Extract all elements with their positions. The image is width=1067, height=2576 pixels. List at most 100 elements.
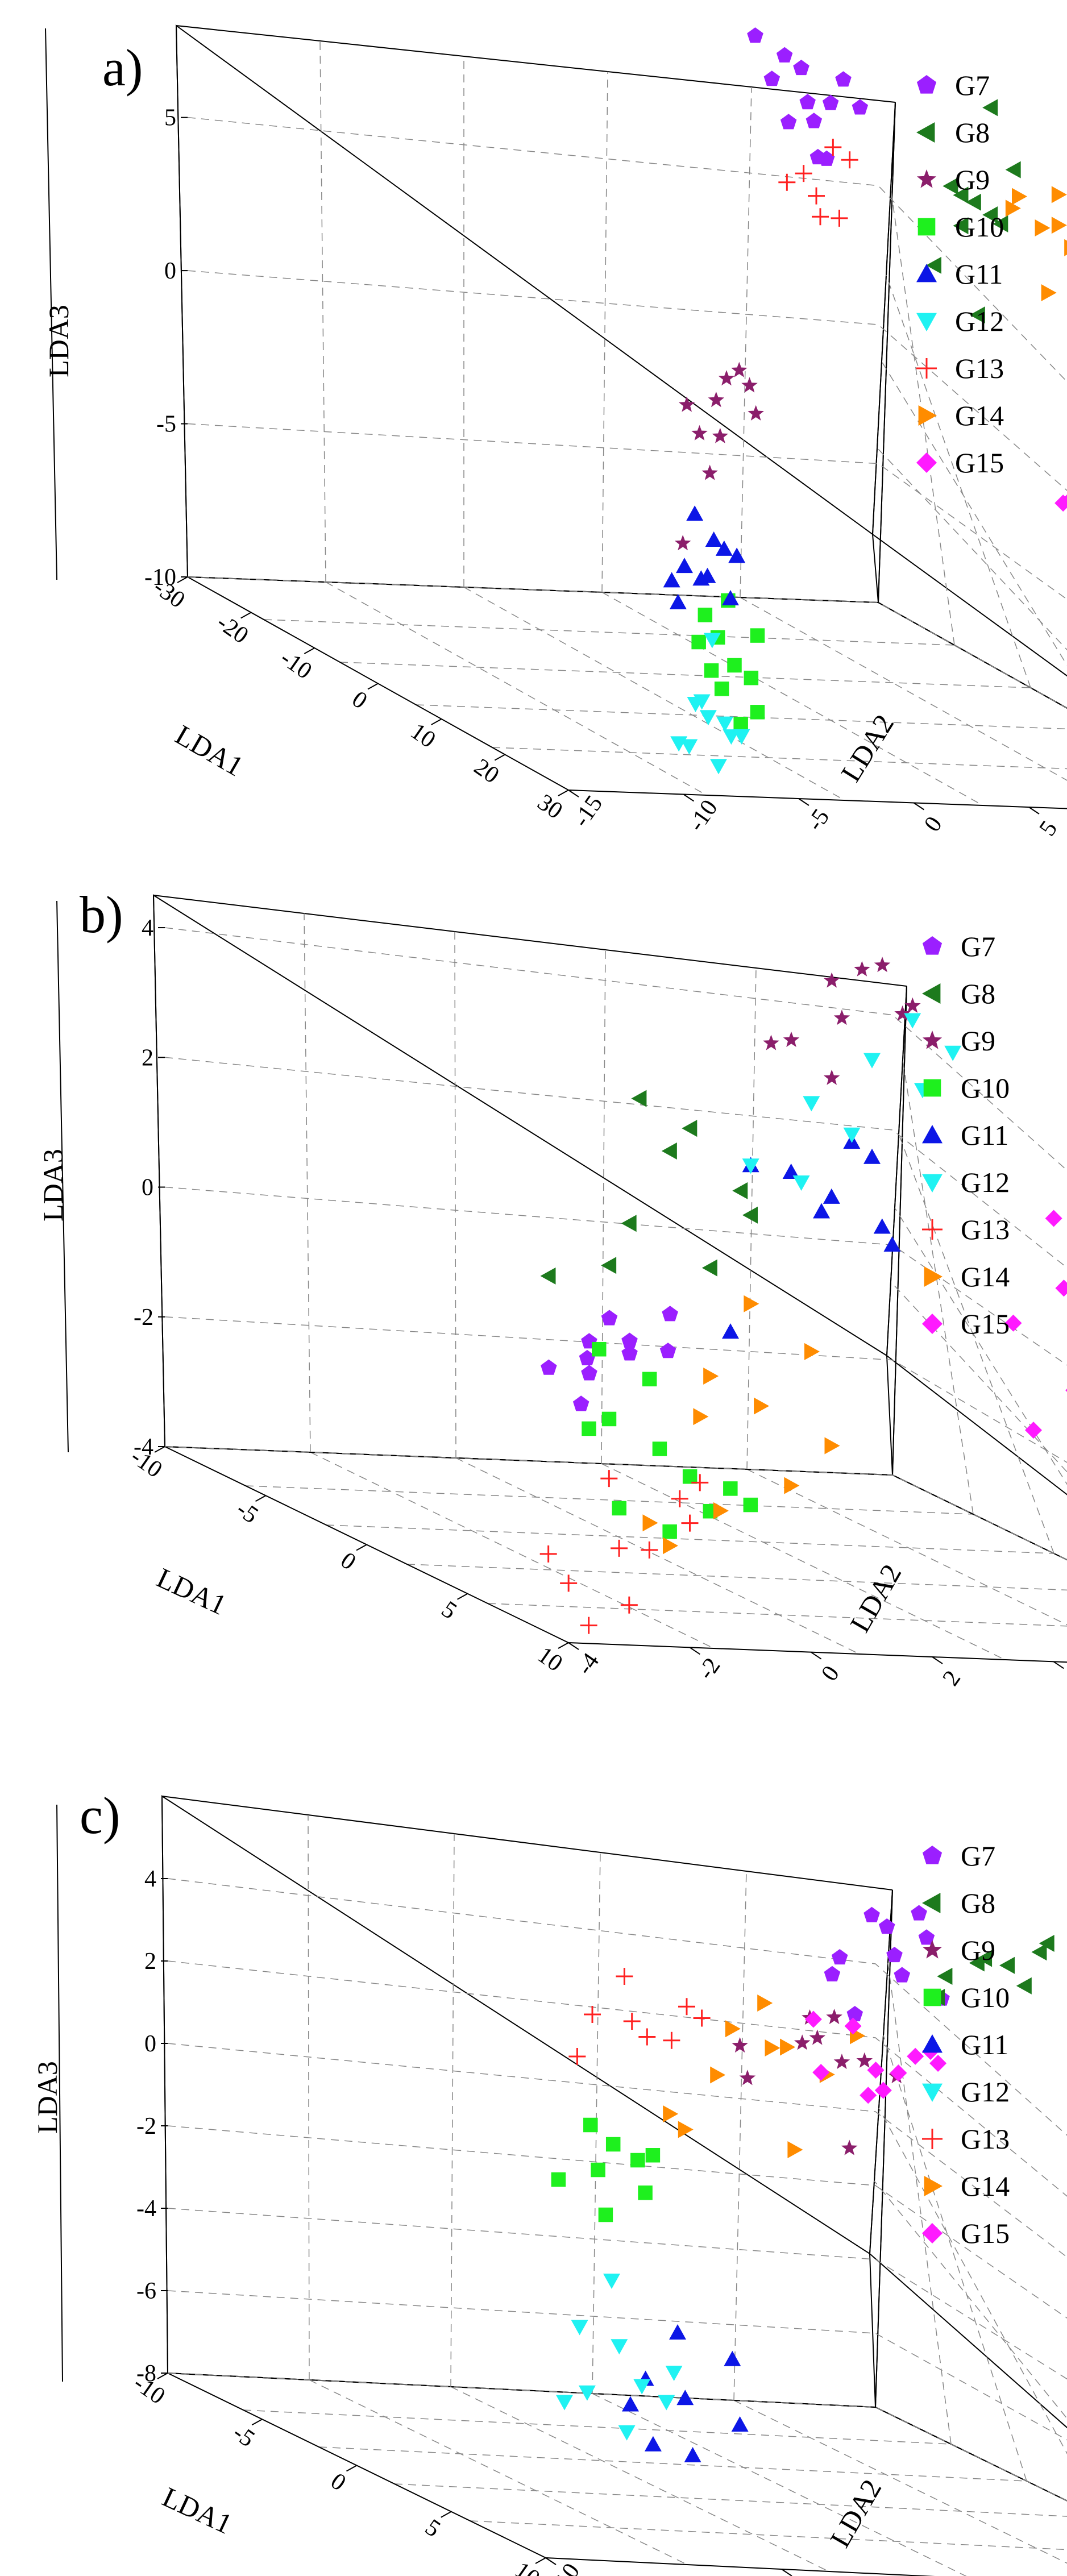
series-G10	[582, 1341, 758, 1539]
back-edge	[176, 25, 188, 577]
data-point	[823, 972, 840, 988]
data-point	[806, 113, 823, 128]
wall-gridline	[890, 1281, 1067, 1473]
y-tick	[781, 2569, 792, 2576]
data-point	[1045, 1210, 1062, 1227]
data-point	[723, 1481, 738, 1496]
wall-gridline	[877, 447, 1067, 651]
data-point	[883, 1236, 901, 1252]
legend-marker	[922, 1125, 943, 1144]
data-point	[733, 716, 748, 732]
data-point	[732, 2037, 748, 2053]
data-point	[645, 2148, 661, 2163]
data-point	[854, 961, 870, 977]
y-tick	[1028, 807, 1040, 815]
data-point	[904, 997, 921, 1013]
data-point	[581, 1365, 597, 1381]
data-point	[616, 1968, 633, 1985]
series-G8	[926, 99, 1021, 324]
wall-gridline	[164, 1446, 1067, 1561]
back-edge	[161, 1796, 168, 2374]
legend-marker	[916, 169, 937, 188]
data-point	[867, 2062, 885, 2079]
z-tick-label: -2	[136, 2113, 156, 2139]
y-tick	[545, 2557, 557, 2565]
data-point	[605, 2137, 621, 2152]
x-tick	[154, 1446, 165, 1453]
wall-gridline	[187, 117, 1067, 383]
legend-marker	[922, 1940, 943, 1959]
data-point	[804, 1343, 820, 1360]
wall-gridline	[740, 86, 752, 598]
floor-gridline	[310, 1452, 715, 1649]
floor-outline	[167, 2373, 1067, 2576]
x-tick-label: 30	[533, 789, 567, 824]
floor-gridline	[733, 2400, 1067, 2564]
data-point	[937, 1968, 953, 1985]
floor-gridline	[394, 2483, 1067, 2517]
data-point	[809, 2029, 826, 2045]
data-point	[890, 2064, 907, 2081]
legend-marker	[922, 1219, 943, 1240]
data-point	[812, 208, 829, 226]
data-point	[809, 148, 827, 165]
data-point	[703, 633, 721, 649]
z-tick-label: -10	[144, 564, 176, 591]
z-tick-label: -5	[156, 412, 176, 438]
legend-label: G8	[961, 978, 995, 1009]
corner-edge	[878, 102, 896, 603]
data-point	[831, 209, 848, 227]
chart-panel-3: -8-6-4-2024-10-50510-10-505LDA3LDA1LDA2c…	[31, 1786, 1067, 2576]
x-tick-label: 10	[510, 2557, 545, 2576]
legend-marker	[924, 1266, 943, 1287]
data-point	[812, 2064, 830, 2081]
x-tick-label: 5	[437, 1596, 462, 1624]
z-tick-label: -4	[136, 2196, 156, 2222]
data-point	[1035, 219, 1051, 237]
data-point	[1004, 1314, 1022, 1332]
series-G11	[663, 505, 746, 609]
data-point	[1031, 1943, 1047, 1961]
series-G12	[742, 1013, 962, 1191]
y-tick-label: -2	[693, 1653, 726, 1684]
legend-label: G8	[961, 1887, 995, 1919]
floor-gridline	[463, 587, 845, 801]
y-tick	[811, 1651, 822, 1660]
floor-gridline	[601, 1463, 1006, 1660]
data-point	[808, 187, 825, 205]
data-point	[674, 535, 691, 551]
floor-gridline	[592, 2393, 967, 2576]
data-point	[541, 1359, 557, 1375]
series-G15	[804, 2010, 947, 2104]
x-tick-label: 5	[420, 2514, 445, 2542]
data-point	[661, 1142, 677, 1160]
data-point	[603, 2274, 620, 2289]
data-point	[633, 2379, 651, 2395]
wall-gridline	[308, 1814, 310, 2380]
data-point	[622, 2396, 639, 2412]
data-point	[843, 1127, 861, 1143]
legend-label: G13	[961, 1214, 1010, 1245]
data-point	[833, 2054, 850, 2070]
data-point	[621, 1215, 637, 1232]
wall-gridline	[733, 1871, 747, 2401]
data-point	[682, 1469, 698, 1484]
legend-label: G10	[961, 1072, 1010, 1104]
data-point	[794, 2034, 811, 2050]
data-point	[965, 193, 981, 211]
series-G14	[663, 1995, 865, 2158]
wall-gridline	[167, 2290, 1067, 2441]
data-point	[691, 634, 706, 650]
data-point	[863, 1148, 881, 1164]
data-point	[977, 1950, 993, 1967]
data-point	[742, 1158, 759, 1174]
data-point	[1064, 239, 1067, 256]
z-axis-label: LDA3	[31, 2061, 63, 2134]
z-tick-label: 0	[144, 2031, 156, 2057]
wall-gridline	[601, 71, 608, 593]
data-point	[652, 1441, 667, 1456]
data-point	[918, 1929, 935, 1945]
floor-gridline	[309, 2379, 688, 2565]
data-point	[1055, 1279, 1067, 1297]
legend-marker	[922, 936, 943, 955]
